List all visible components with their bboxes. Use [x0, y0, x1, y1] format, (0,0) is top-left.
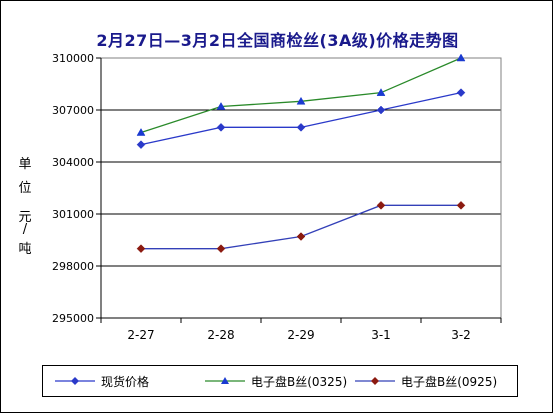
- x-tick-label-0: 2-27: [127, 328, 154, 342]
- series-0-point-2: [296, 122, 306, 132]
- series-1-point-2: [296, 96, 306, 105]
- legend-label-b0925: 电子盘B丝(0925): [401, 375, 498, 389]
- y-tick-label-4: 307000: [52, 104, 94, 117]
- x-tick-label-1: 2-28: [207, 328, 234, 342]
- legend: 现货价格 电子盘B丝(0325) 电子盘B丝(0925): [42, 365, 518, 397]
- series-0-point-4: [456, 88, 466, 98]
- series-1-point-1: [216, 102, 226, 110]
- series-1-point-3: [376, 88, 386, 96]
- legend-item-spot: 现货价格: [53, 372, 183, 390]
- series-2-point-2: [296, 232, 306, 241]
- x-tick-label-3: 3-1: [371, 328, 391, 342]
- ylabel-char-2: 位: [18, 181, 32, 196]
- x-tick-label-4: 3-2: [451, 328, 471, 342]
- series-2-point-3: [376, 200, 386, 210]
- chart-title: 2月27日—3月2日全国商检丝(3A级)价格走势图: [96, 31, 459, 50]
- ylabel-char-5: 吨: [18, 242, 32, 257]
- ylabel-char-4: /: [22, 222, 28, 237]
- legend-swatch-b0925: [355, 377, 395, 385]
- series-0-point-0: [136, 140, 146, 150]
- ylabel-char-1: 单: [18, 157, 32, 172]
- legend-item-b0325: 电子盘B丝(0325): [203, 372, 353, 390]
- series-2-point-1: [216, 244, 226, 254]
- ylabel-char-3: 元: [18, 210, 32, 225]
- y-tick-label-3: 304000: [52, 156, 94, 169]
- series-1-point-0: [136, 128, 146, 136]
- y-tick-label-1: 298000: [52, 260, 94, 273]
- legend-swatch-spot: [55, 377, 95, 385]
- legend-item-b0925: 电子盘B丝(0925): [353, 372, 513, 390]
- series-2-point-4: [456, 200, 466, 210]
- series-0-point-3: [376, 105, 386, 115]
- legend-swatch-b0325: [205, 377, 245, 384]
- series-line-1: [140, 57, 462, 134]
- x-tick-label-2: 2-29: [287, 328, 314, 342]
- series-0-point-1: [216, 122, 226, 132]
- y-tick-label-5: 310000: [52, 52, 94, 65]
- series-line-2: [141, 204, 461, 250]
- y-tick-label-0: 295000: [52, 312, 94, 325]
- series-2-point-0: [136, 244, 146, 254]
- legend-label-b0325: 电子盘B丝(0325): [251, 375, 348, 389]
- series-1-point-4: [456, 53, 466, 62]
- y-tick-label-2: 301000: [52, 208, 94, 221]
- legend-label-spot: 现货价格: [101, 375, 150, 389]
